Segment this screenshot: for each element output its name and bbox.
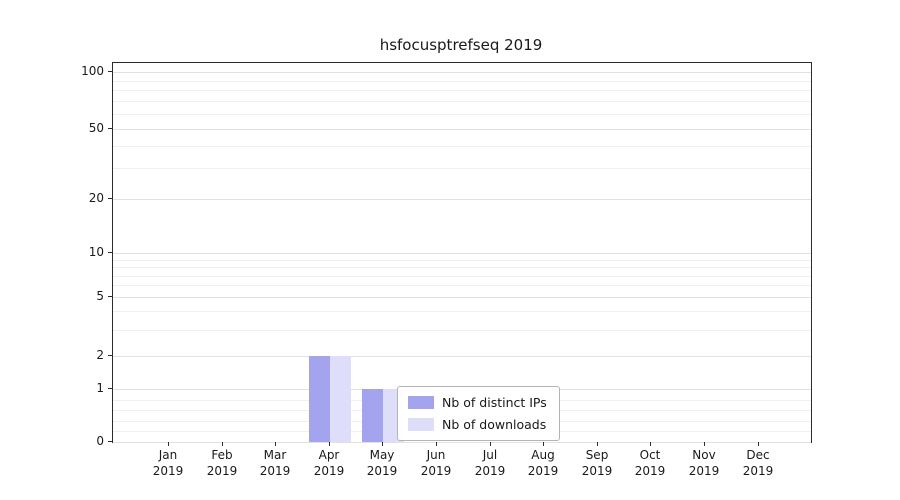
y-tick-label: 2 bbox=[96, 348, 104, 362]
chart-title: hsfocusptrefseq 2019 bbox=[379, 36, 543, 54]
bar-distinct-ips bbox=[309, 356, 330, 442]
y-tick-mark bbox=[108, 71, 112, 72]
y-tick-label: 20 bbox=[88, 191, 104, 205]
x-tick-label: Sep 2019 bbox=[581, 448, 613, 479]
y-tick-mark bbox=[108, 441, 112, 442]
x-tick-label: Mar 2019 bbox=[259, 448, 291, 479]
x-tick-mark bbox=[382, 442, 383, 446]
x-tick-label: May 2019 bbox=[366, 448, 398, 479]
y-tick-label: 0 bbox=[96, 434, 104, 448]
y-tick-label: 1 bbox=[96, 381, 104, 395]
minor-gridline bbox=[113, 285, 811, 286]
x-tick-mark bbox=[275, 442, 276, 446]
major-gridline bbox=[113, 253, 811, 254]
x-tick-label: Oct 2019 bbox=[634, 448, 666, 479]
major-gridline bbox=[113, 72, 811, 73]
minor-gridline bbox=[113, 81, 811, 82]
minor-gridline bbox=[113, 101, 811, 102]
minor-gridline bbox=[113, 276, 811, 277]
legend-item-distinct-ips: Nb of distinct IPs bbox=[408, 395, 547, 410]
y-tick-label: 50 bbox=[88, 121, 104, 135]
x-tick-label: Nov 2019 bbox=[688, 448, 720, 479]
y-tick-label: 100 bbox=[81, 64, 104, 78]
x-tick-label: Jun 2019 bbox=[420, 448, 452, 479]
legend-swatch-downloads bbox=[408, 418, 434, 431]
minor-gridline bbox=[113, 311, 811, 312]
minor-gridline bbox=[113, 330, 811, 331]
x-tick-label: Jul 2019 bbox=[474, 448, 506, 479]
x-tick-label: Aug 2019 bbox=[527, 448, 559, 479]
minor-gridline bbox=[113, 267, 811, 268]
major-gridline bbox=[113, 442, 811, 443]
bar-downloads bbox=[330, 356, 351, 442]
x-tick-label: Dec 2019 bbox=[742, 448, 774, 479]
x-tick-mark bbox=[650, 442, 651, 446]
legend-label-distinct-ips: Nb of distinct IPs bbox=[442, 395, 547, 410]
x-tick-label: Apr 2019 bbox=[313, 448, 345, 479]
y-tick-mark bbox=[108, 355, 112, 356]
y-tick-mark bbox=[108, 128, 112, 129]
x-tick-mark bbox=[704, 442, 705, 446]
x-tick-label: Jan 2019 bbox=[152, 448, 184, 479]
x-tick-mark bbox=[222, 442, 223, 446]
y-tick-label: 10 bbox=[88, 245, 104, 259]
x-tick-label: Feb 2019 bbox=[206, 448, 238, 479]
minor-gridline bbox=[113, 168, 811, 169]
y-tick-mark bbox=[108, 252, 112, 253]
major-gridline bbox=[113, 356, 811, 357]
minor-gridline bbox=[113, 260, 811, 261]
major-gridline bbox=[113, 129, 811, 130]
legend: Nb of distinct IPs Nb of downloads bbox=[397, 386, 560, 441]
x-tick-mark bbox=[436, 442, 437, 446]
minor-gridline bbox=[113, 90, 811, 91]
x-tick-mark bbox=[329, 442, 330, 446]
x-tick-mark bbox=[597, 442, 598, 446]
major-gridline bbox=[113, 199, 811, 200]
bar-distinct-ips bbox=[362, 389, 383, 442]
y-tick-mark bbox=[108, 388, 112, 389]
y-tick-mark bbox=[108, 198, 112, 199]
x-tick-mark bbox=[168, 442, 169, 446]
legend-item-downloads: Nb of downloads bbox=[408, 417, 547, 432]
minor-gridline bbox=[113, 146, 811, 147]
minor-gridline bbox=[113, 114, 811, 115]
y-tick-mark bbox=[108, 296, 112, 297]
y-tick-label: 5 bbox=[96, 289, 104, 303]
x-tick-mark bbox=[490, 442, 491, 446]
major-gridline bbox=[113, 297, 811, 298]
legend-swatch-distinct-ips bbox=[408, 396, 434, 409]
x-tick-mark bbox=[543, 442, 544, 446]
x-tick-mark bbox=[758, 442, 759, 446]
legend-label-downloads: Nb of downloads bbox=[442, 417, 547, 432]
